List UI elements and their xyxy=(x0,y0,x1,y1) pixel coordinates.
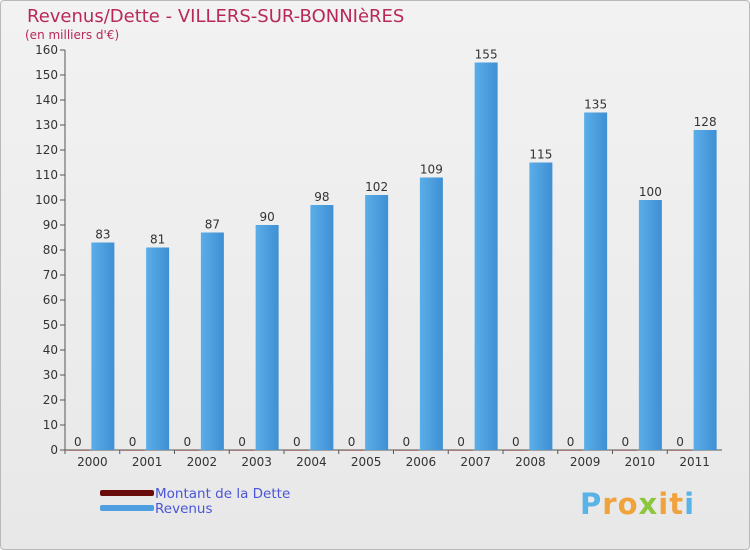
bar-revenus xyxy=(584,112,608,450)
y-tick-label: 140 xyxy=(35,93,58,107)
brand-letter: o xyxy=(617,487,639,521)
data-label-revenus: 81 xyxy=(150,233,165,247)
bar-revenus xyxy=(310,205,334,450)
x-tick-label: 2010 xyxy=(625,455,656,469)
x-tick-label: 2005 xyxy=(351,455,382,469)
y-tick-label: 70 xyxy=(43,268,58,282)
y-tick-label: 0 xyxy=(50,443,58,457)
x-tick-label: 2000 xyxy=(77,455,108,469)
data-label-dette: 0 xyxy=(129,435,137,449)
bar-dette xyxy=(668,450,692,451)
data-label-revenus: 109 xyxy=(420,163,443,177)
bar-dette xyxy=(394,450,418,451)
brand-letter: P xyxy=(580,487,603,521)
data-label-dette: 0 xyxy=(622,435,630,449)
bar-dette xyxy=(175,450,199,451)
data-label-revenus: 102 xyxy=(365,180,388,194)
data-label-dette: 0 xyxy=(567,435,575,449)
data-label-revenus: 98 xyxy=(314,190,329,204)
y-tick-label: 60 xyxy=(43,293,58,307)
chart-subtitle: (en milliers d'€) xyxy=(25,28,120,42)
bar-revenus xyxy=(200,232,224,450)
data-label-dette: 0 xyxy=(184,435,192,449)
bar-revenus xyxy=(638,200,662,450)
brand-letter: r xyxy=(602,487,618,521)
brand-letter: t xyxy=(669,487,685,521)
x-tick-label: 2006 xyxy=(406,455,437,469)
y-tick-label: 40 xyxy=(43,343,58,357)
bar-revenus xyxy=(365,195,389,450)
data-label-revenus: 115 xyxy=(529,148,552,162)
y-tick-label: 10 xyxy=(43,418,58,432)
bar-revenus xyxy=(91,242,115,450)
y-tick-label: 100 xyxy=(35,193,58,207)
y-tick-label: 150 xyxy=(35,68,58,82)
bar-revenus xyxy=(529,162,553,450)
proxiti-logo: Proxiti xyxy=(580,487,695,521)
y-tick-label: 50 xyxy=(43,318,58,332)
bar-dette xyxy=(449,450,473,451)
x-tick-label: 2007 xyxy=(460,455,491,469)
y-tick-label: 120 xyxy=(35,143,58,157)
data-label-dette: 0 xyxy=(293,435,301,449)
data-label-revenus: 83 xyxy=(95,228,110,242)
y-tick-label: 80 xyxy=(43,243,58,257)
x-tick-label: 2001 xyxy=(132,455,163,469)
legend-item-dette: Montant de la Dette xyxy=(100,486,360,502)
data-label-dette: 0 xyxy=(348,435,356,449)
bar-dette xyxy=(504,450,528,451)
x-tick-label: 2004 xyxy=(296,455,327,469)
bar-dette xyxy=(559,450,583,451)
y-tick-label: 90 xyxy=(43,218,58,232)
data-label-dette: 0 xyxy=(74,435,82,449)
brand-letter: i xyxy=(684,487,696,521)
data-label-revenus: 155 xyxy=(475,48,498,62)
legend: Montant de la Dette Revenus xyxy=(100,486,360,517)
bar-dette xyxy=(613,450,637,451)
legend-label-dette: Montant de la Dette xyxy=(155,486,291,502)
x-tick-label: 2009 xyxy=(570,455,601,469)
y-tick-label: 130 xyxy=(35,118,58,132)
x-tick-label: 2003 xyxy=(241,455,272,469)
brand-letter: i xyxy=(658,487,670,521)
data-label-revenus: 90 xyxy=(259,210,274,224)
y-tick-label: 20 xyxy=(43,393,58,407)
legend-swatch-revenus xyxy=(100,505,154,511)
chart-title: Revenus/Dette - VILLERS-SUR-BONNIèRES xyxy=(27,6,405,27)
legend-item-revenus: Revenus xyxy=(100,501,360,517)
legend-swatch-dette xyxy=(100,490,154,496)
bar-dette xyxy=(285,450,309,451)
data-label-dette: 0 xyxy=(676,435,684,449)
y-tick-label: 30 xyxy=(43,368,58,382)
bar-dette xyxy=(121,450,145,451)
x-tick-label: 2008 xyxy=(515,455,546,469)
data-label-dette: 0 xyxy=(403,435,411,449)
bar-revenus xyxy=(146,247,170,450)
data-label-revenus: 128 xyxy=(694,115,717,129)
brand-letter: x xyxy=(638,487,659,521)
bar-revenus xyxy=(255,225,279,450)
data-label-dette: 0 xyxy=(457,435,465,449)
data-label-revenus: 87 xyxy=(205,218,220,232)
y-tick-label: 160 xyxy=(35,43,58,57)
legend-label-revenus: Revenus xyxy=(155,501,213,517)
bar-revenus xyxy=(419,177,443,450)
x-tick-label: 2002 xyxy=(187,455,218,469)
data-label-revenus: 100 xyxy=(639,185,662,199)
bar-revenus xyxy=(474,62,498,450)
bar-dette xyxy=(340,450,364,451)
bar-dette xyxy=(230,450,254,451)
data-label-dette: 0 xyxy=(512,435,520,449)
x-tick-label: 2011 xyxy=(679,455,710,469)
data-label-revenus: 135 xyxy=(584,98,607,112)
y-tick-label: 110 xyxy=(35,168,58,182)
data-label-dette: 0 xyxy=(238,435,246,449)
bar-dette xyxy=(66,450,90,451)
bar-revenus xyxy=(693,130,717,450)
